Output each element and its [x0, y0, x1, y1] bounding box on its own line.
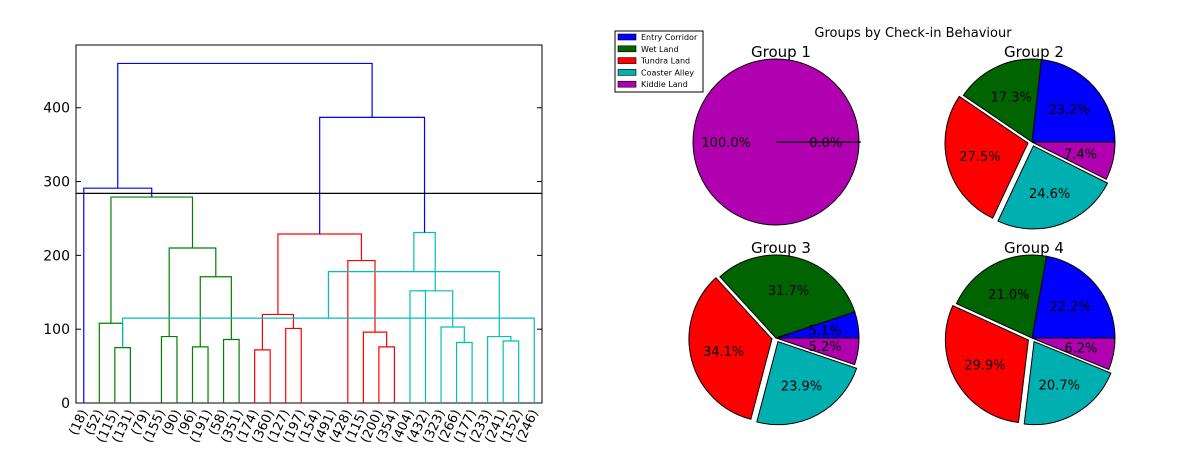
dendrogram-link	[285, 327, 302, 403]
dendrogram-link	[362, 331, 388, 403]
dendrogram-link	[254, 349, 271, 403]
dendrogram-link	[191, 346, 209, 403]
dendrogram-link	[168, 247, 217, 337]
pie-slice	[719, 254, 856, 339]
pie-group-3: Group 3 5.1% 31.7% 34.1% 23.9% 5.2%	[688, 239, 860, 426]
pie-pct-label: 21.0%	[988, 288, 1029, 303]
pie-slice	[997, 145, 1109, 230]
pie-pct-label: 5.2%	[809, 340, 842, 355]
dendrogram-link	[409, 290, 427, 403]
y-tick-label: 100	[43, 322, 70, 338]
pie-slice	[756, 341, 858, 426]
dendrogram-link	[440, 326, 465, 403]
dendrogram-link	[327, 271, 500, 337]
pie-title: Group 4	[1004, 239, 1064, 257]
pie-title: Group 2	[1004, 43, 1064, 61]
pie-pct-label: 7.4%	[1064, 147, 1097, 162]
legend-label: Wet Land	[641, 45, 679, 54]
pie-slice	[1031, 255, 1116, 339]
dendrogram-chart: 0100200300400(18)(52)(115)(131)(79)(155)…	[43, 44, 543, 445]
pie-pct-label: 5.1%	[809, 324, 842, 339]
pie-slice	[688, 277, 773, 420]
dendrogram-link	[160, 335, 178, 403]
dendrogram-link	[455, 341, 473, 403]
legend-swatch	[617, 69, 637, 76]
legend-swatch	[617, 45, 637, 53]
dendrogram-link	[277, 233, 363, 315]
legend-label: Entry Corridor	[641, 33, 698, 42]
pie-slice	[955, 254, 1048, 339]
dendrogram-link	[83, 187, 153, 403]
pie-charts: Group 1 100.0% 0.0% Group 2 23.2% 17.3% 27.5% 2…	[688, 43, 1116, 426]
dendrogram-link	[117, 62, 373, 189]
pie-pct-label: 29.9%	[964, 358, 1005, 373]
pie-slice	[944, 304, 1029, 423]
pie-title: Group 1	[751, 43, 811, 61]
pie-pct-label: 31.7%	[768, 284, 809, 299]
pie-pct-label: 6.2%	[1064, 342, 1097, 357]
pie-pct-label: 0.0%	[809, 136, 842, 151]
dendrogram-link	[378, 346, 396, 403]
y-tick-label: 400	[43, 101, 70, 117]
dendrogram-link	[261, 313, 295, 350]
pie-slice	[1031, 337, 1116, 371]
dendrogram-link	[114, 347, 131, 403]
pie-slice	[1023, 340, 1112, 426]
pie-figure-title: Groups by Check-in Behaviour	[814, 26, 1012, 41]
pie-pct-label: 100.0%	[701, 136, 751, 151]
y-tick-label: 300	[43, 175, 70, 191]
pie-slice	[944, 95, 1029, 219]
pie-slice	[775, 337, 860, 366]
dendrogram-link	[98, 322, 124, 403]
pie-pct-label: 20.7%	[1039, 379, 1080, 394]
pie-group-2: Group 2 23.2% 17.3% 27.5% 24.6% 7.4%	[944, 43, 1116, 230]
legend-swatch	[617, 57, 637, 64]
pie-pct-label: 23.9%	[781, 380, 822, 395]
pie-slice	[1031, 141, 1116, 180]
dendrogram-axes-frame	[75, 44, 543, 404]
legend-label: Kiddie Land	[641, 80, 688, 89]
dendrogram-link	[199, 276, 232, 347]
pie-pct-label: 22.2%	[1050, 300, 1091, 315]
legend-swatch	[617, 33, 637, 41]
dendrogram-link	[319, 116, 426, 234]
pie-pct-label: 34.1%	[703, 345, 744, 360]
legend: Entry Corridor Wet Land Tundra Land Coaster…	[614, 30, 704, 93]
y-tick-label: 200	[43, 248, 70, 264]
legend-label: Tundra Land	[640, 57, 690, 66]
dendrogram-link	[417, 290, 454, 327]
pie-slice	[1031, 58, 1116, 143]
pie-title: Group 3	[751, 239, 811, 257]
dendrogram-link	[110, 196, 194, 324]
pie-pct-label: 24.6%	[1029, 187, 1070, 202]
pie-pct-label: 27.5%	[959, 150, 1000, 165]
pie-group-4: Group 4 22.2% 21.0% 29.9% 20.7% 6.2%	[944, 239, 1116, 426]
y-tick-label: 0	[61, 396, 70, 412]
legend-swatch	[617, 80, 637, 88]
dendrogram-link	[502, 340, 520, 403]
legend-label: Coaster Alley	[641, 68, 694, 77]
pie-pct-label: 17.3%	[991, 91, 1032, 106]
dendrogram-link	[487, 335, 512, 403]
dendrogram-link	[222, 338, 240, 403]
pie-pct-label: 23.2%	[1048, 103, 1089, 118]
pie-group-1: Group 1 100.0% 0.0%	[692, 43, 861, 226]
dendrogram-link	[413, 231, 436, 291]
pie-slice	[962, 58, 1042, 143]
